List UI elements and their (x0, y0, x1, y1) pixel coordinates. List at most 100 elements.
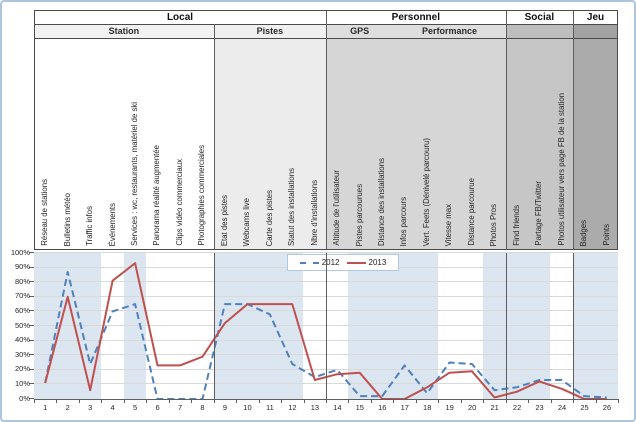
x-tick (595, 400, 597, 403)
x-tick (370, 400, 372, 403)
x-tick-label: 22 (512, 403, 522, 412)
feature-label-cell: Etat des pistes (213, 38, 237, 250)
y-tick (29, 266, 34, 268)
feature-label-row: Réseau de stations Bulletins météo Traffic… (34, 38, 618, 250)
feature-label: Traffic infos (85, 206, 95, 246)
series-line-2012 (44, 271, 607, 399)
y-tick (29, 325, 34, 326)
band-column (505, 253, 528, 399)
legend-dashed-line-icon (299, 261, 319, 264)
y-tick-label: 90% (14, 262, 30, 272)
x-tick-label: 23 (535, 403, 544, 412)
table-section-line (505, 10, 507, 250)
plot-section-line (326, 253, 327, 399)
x-tick (78, 400, 80, 403)
feature-label: Altitude de l'utilisateur (332, 170, 342, 246)
feature-label: Badges (579, 219, 589, 246)
feature-label-cell: Photos utilisateur vers page FB de la st… (550, 38, 573, 250)
x-tick-label: 15 (355, 403, 364, 412)
feature-label: Bulletins météo (62, 192, 72, 246)
feature-label-cell: Badges (572, 38, 596, 250)
x-tick-label: 10 (243, 403, 252, 412)
x-tick (34, 400, 35, 403)
band-column (370, 253, 394, 399)
x-tick-label: 21 (490, 403, 499, 412)
x-tick-label: 25 (580, 403, 589, 412)
y-tick-label: 80% (14, 276, 30, 286)
x-tick-label: 4 (110, 403, 115, 412)
x-axis-labels: 1 2 3 4 5 6 7 8 9 10 11 12 13 14 15 16 17 18 19 20 21 22 23 24 2… (34, 402, 618, 413)
feature-label-cell: Bulletins météo (56, 38, 79, 250)
y-tick-label: 100% (10, 247, 30, 257)
x-tick (281, 400, 283, 403)
table-section-line (573, 10, 575, 250)
x-tick-label: 24 (557, 403, 567, 412)
y-tick-label: 50% (14, 320, 30, 330)
feature-label: Photos Pros (489, 203, 499, 246)
feature-label-cell: Nbre d'installations (303, 38, 326, 250)
legend-label-2012: 2012 (321, 258, 340, 267)
feature-label: Distance des installations (377, 158, 387, 246)
feature-label-cell: Infos parcours (393, 38, 416, 250)
group-header-jeu: Jeu (573, 10, 618, 24)
feature-label-cell: Traffic infos (78, 38, 102, 250)
x-tick (483, 400, 485, 403)
feature-label: Etat des pistes (219, 194, 229, 246)
y-tick (29, 398, 34, 399)
x-tick-label: 7 (177, 403, 183, 412)
feature-label: Photos utilisateur vers page FB de la st… (556, 93, 566, 246)
feature-label-cell: Panorama réalité augmentée (146, 38, 169, 250)
x-tick (56, 400, 58, 403)
band-column (258, 253, 281, 399)
feature-label: Pistes parcourues (354, 183, 364, 246)
x-tick-label: 14 (333, 403, 342, 412)
x-tick (326, 400, 327, 403)
x-tick-label: 1 (43, 403, 48, 412)
x-tick-label: 5 (133, 403, 138, 412)
x-tick-label: 18 (423, 403, 432, 412)
x-tick (213, 400, 215, 403)
x-tick (348, 400, 350, 403)
feature-label-cell: Réseau de stations (34, 38, 57, 250)
y-tick (29, 252, 34, 253)
feature-label-cell: Vitesse max (438, 38, 461, 250)
feature-label-cell: Find friends (505, 38, 528, 250)
x-axis-line (34, 399, 619, 400)
y-tick (29, 310, 34, 312)
table-section-line (326, 10, 327, 250)
x-tick-label: 6 (155, 403, 160, 412)
plot-area (34, 253, 618, 399)
subgroup-header-jeu-blank (573, 24, 618, 38)
feature-label-cell: Photos Pros (483, 38, 506, 250)
x-tick-label: 12 (288, 403, 297, 412)
x-tick (415, 400, 417, 403)
feature-label: Partage FB/Twitter (534, 181, 544, 246)
feature-label: Statut des installations (287, 167, 297, 246)
feature-label-cell: Services : wc, restaurants, matériel de … (123, 38, 147, 250)
x-tick (618, 400, 619, 403)
feature-label-cell: Distance des installations (370, 38, 394, 250)
subgroup-header-station: Station (34, 24, 214, 38)
feature-label-cell: Clips vidéo commerciaux (168, 38, 192, 250)
x-tick (168, 400, 170, 403)
feature-label-cell: Partage FB/Twitter (527, 38, 551, 250)
plot-section-line (213, 253, 215, 399)
band-column (236, 253, 259, 399)
x-tick (393, 400, 395, 403)
x-tick-label: 20 (467, 403, 477, 412)
x-tick (528, 400, 530, 403)
group-header-local: Local (34, 10, 326, 24)
feature-label-cell: Points (595, 38, 618, 250)
x-tick (573, 400, 575, 403)
y-tick-label: 60% (14, 305, 30, 315)
feature-label: Distance parcourue (466, 178, 476, 246)
y-tick-label: 0% (19, 393, 30, 403)
y-tick (29, 339, 34, 341)
x-tick (438, 400, 440, 403)
x-tick-label: 9 (222, 403, 228, 412)
feature-label-cell: Distance parcourue (460, 38, 484, 250)
x-tick (303, 400, 305, 403)
feature-label-cell: Webcams live (236, 38, 259, 250)
feature-label: Panorama réalité augmentée (152, 145, 162, 246)
